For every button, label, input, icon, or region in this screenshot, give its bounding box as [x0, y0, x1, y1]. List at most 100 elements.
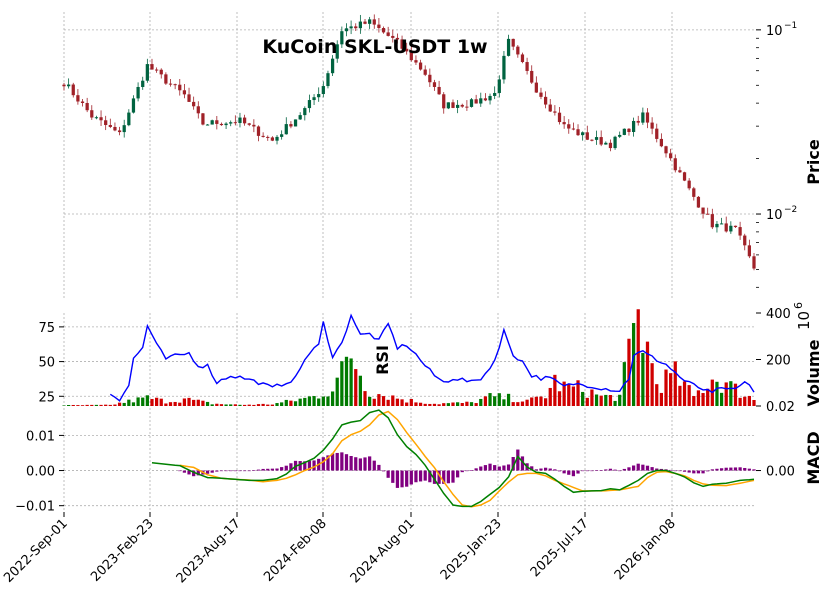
candle [372, 14, 376, 29]
candle-body [201, 113, 205, 125]
candle-body [280, 134, 284, 137]
candle [553, 105, 557, 116]
candle-body [636, 120, 640, 123]
macd-hist-bar [618, 470, 622, 472]
volume-tick-label: 200 [766, 354, 791, 369]
candle [354, 23, 358, 31]
candle [456, 100, 460, 114]
volume-bar [344, 356, 349, 406]
candle-body [752, 256, 756, 269]
candle [599, 130, 603, 147]
candle-body [298, 115, 302, 120]
candle [539, 87, 543, 100]
macd-hist-bar [465, 470, 469, 472]
macd-hist-bar [418, 470, 423, 482]
candle-body [659, 138, 664, 147]
macd-hist-bar [266, 468, 270, 471]
candle [80, 99, 85, 107]
volume-bar [76, 405, 80, 406]
volume-bar [261, 403, 265, 406]
macd-hist-bar [409, 470, 413, 485]
candle [585, 125, 589, 141]
volume-bar [618, 394, 622, 406]
candle-body [409, 51, 413, 61]
candle-body [192, 101, 196, 107]
macd-hist-bar [534, 469, 538, 471]
candle-body [335, 44, 339, 59]
candle [122, 119, 126, 138]
volume-bar [747, 395, 751, 406]
macd-hist-bar [215, 470, 219, 472]
candle [196, 101, 200, 119]
candle [516, 45, 520, 58]
candle [154, 67, 159, 73]
volume-bar [395, 398, 400, 406]
x-tick-label: 2025-Jul-17 [528, 516, 592, 580]
volume-bar [256, 404, 261, 406]
volume-bar [530, 397, 534, 406]
volume-bar [159, 398, 163, 406]
candle [752, 253, 756, 271]
candle-body [488, 95, 492, 101]
macd-hist-bar [567, 470, 571, 475]
macd-hist-bar [414, 470, 418, 483]
candle-body [678, 170, 682, 173]
candle [618, 131, 622, 139]
macd-hist-bar [233, 470, 237, 472]
volume-bar [641, 352, 645, 406]
macd-line [151, 409, 755, 508]
candle-body [145, 64, 149, 81]
macd-hist-bar [710, 469, 714, 471]
macd-hist-bar [330, 453, 335, 471]
volume-bar [289, 400, 293, 406]
candle [655, 123, 659, 143]
candle [215, 116, 219, 130]
candle [168, 78, 173, 87]
candle-body [372, 19, 376, 25]
candle-body [247, 123, 251, 125]
macd-hist-bar [719, 468, 724, 471]
macd-hist-bar [238, 470, 242, 472]
macd-hist-bar [669, 469, 673, 471]
candle [344, 23, 349, 37]
candle-body [655, 128, 659, 139]
candle [567, 119, 571, 134]
macd-hist-bar [326, 455, 330, 471]
candle [368, 16, 372, 29]
candle-body [141, 80, 145, 87]
volume-bar [571, 386, 576, 406]
macd-lines [151, 409, 755, 508]
candle [669, 148, 673, 161]
volume-bar [391, 395, 395, 406]
candle [636, 115, 640, 126]
candle-body [85, 102, 89, 111]
volume-tick-label: 400 [766, 307, 791, 322]
candle [330, 55, 335, 77]
candle [511, 38, 515, 51]
volume-bar [511, 402, 515, 406]
candle-body [307, 100, 312, 109]
volume-bar [372, 398, 376, 406]
macd-tick-label: 0.01 [26, 429, 55, 444]
candle-body [432, 82, 437, 87]
candle-body [238, 117, 242, 123]
macd-hist-bar [391, 470, 395, 483]
volume-bar [335, 377, 339, 406]
volume-bar [599, 395, 603, 406]
volume-bar [576, 380, 580, 406]
candle [678, 166, 682, 173]
candle [104, 115, 108, 131]
candle [437, 80, 441, 95]
candle [210, 119, 214, 125]
volume-bar [196, 399, 200, 406]
candle [488, 93, 492, 105]
candle [576, 124, 580, 137]
volume-bar [752, 399, 756, 406]
candle-body [460, 104, 464, 107]
volume-bar [354, 369, 358, 406]
candle-body [270, 137, 275, 141]
macd-hist-bar [386, 470, 390, 478]
candle [622, 128, 626, 136]
volume-bar [224, 404, 228, 406]
candle-body [469, 99, 474, 107]
